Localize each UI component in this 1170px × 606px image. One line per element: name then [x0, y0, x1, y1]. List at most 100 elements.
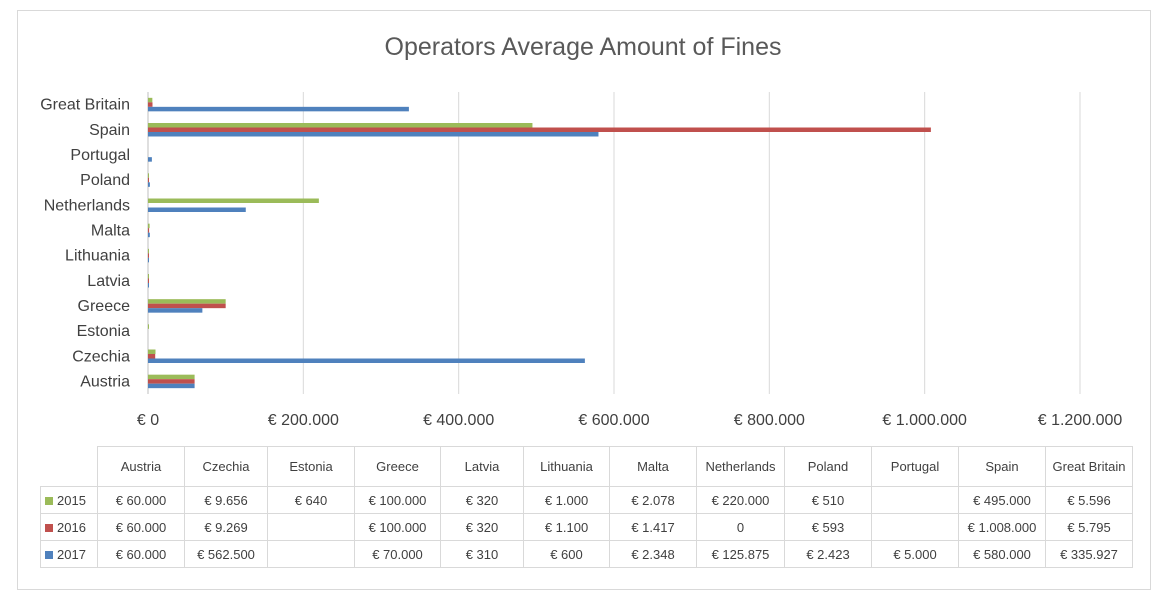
table-header-austria: Austria	[97, 446, 185, 487]
bar-great-britain-2017	[148, 106, 409, 112]
bar-austria-2015	[148, 374, 195, 380]
x-tick-label: € 0	[137, 412, 159, 429]
table-row: 2016 € 60.000 € 9.269 € 100.000 € 320 € 1.100…	[40, 513, 1133, 541]
table-cell: € 125.875	[696, 540, 785, 568]
bar-greece-2016	[148, 303, 226, 309]
table-header-great-britain: Great Britain	[1045, 446, 1133, 487]
table-cell: € 1.100	[523, 513, 610, 541]
bar-portugal-2017	[148, 157, 152, 162]
category-label-great-britain: Great Britain	[40, 97, 130, 114]
legend-key-icon	[45, 497, 53, 506]
table-cell: € 2.078	[609, 486, 697, 514]
table-cell	[267, 540, 355, 568]
table-cell: € 60.000	[97, 513, 185, 541]
category-label-czechia: Czechia	[72, 348, 130, 365]
legend-key-icon	[45, 551, 53, 560]
table-cell: € 5.596	[1045, 486, 1133, 514]
table-header-spain: Spain	[958, 446, 1046, 487]
table-row: 2015 € 60.000 € 9.656 € 640 € 100.000 € 320 € …	[40, 486, 1133, 514]
table-cell: € 593	[784, 513, 872, 541]
bar-lithuania-2017	[148, 257, 149, 263]
table-cell: € 2.348	[609, 540, 697, 568]
legend-label: 2016	[57, 519, 86, 535]
x-tick-label: € 1.000.000	[882, 412, 967, 429]
x-tick-label: € 400.000	[423, 412, 494, 429]
table-cell: € 640	[267, 486, 355, 514]
table-header-czechia: Czechia	[184, 446, 268, 487]
x-tick-label: € 800.000	[734, 412, 805, 429]
bar-spain-2015	[148, 123, 533, 128]
table-header-greece: Greece	[354, 446, 441, 487]
table-cell: € 320	[440, 513, 524, 541]
bar-lithuania-2016	[148, 253, 149, 258]
chart-plot: Operators Average Amount of Fines Austri…	[40, 33, 1123, 429]
table-header-poland: Poland	[784, 446, 872, 487]
table-cell: € 5.000	[871, 540, 959, 568]
bar-austria-2017	[148, 383, 195, 389]
table-cell: € 100.000	[354, 486, 441, 514]
table-cell: € 100.000	[354, 513, 441, 541]
table-cell: € 495.000	[958, 486, 1046, 514]
category-label-poland: Poland	[80, 172, 130, 189]
table-header-malta: Malta	[609, 446, 697, 487]
category-label-spain: Spain	[89, 122, 130, 139]
table-cell: € 580.000	[958, 540, 1046, 568]
table-cell: € 320	[440, 486, 524, 514]
table-cell: € 5.795	[1045, 513, 1133, 541]
bar-lithuania-2015	[148, 248, 149, 254]
table-cell: € 562.500	[184, 540, 268, 568]
bar-poland-2016	[148, 177, 149, 183]
bar-great-britain-2015	[148, 97, 153, 103]
table-cell: € 2.423	[784, 540, 872, 568]
table-header-netherlands: Netherlands	[696, 446, 785, 487]
bar-latvia-2015	[148, 274, 149, 279]
table-header-latvia: Latvia	[440, 446, 524, 487]
legend-key-icon	[45, 524, 53, 533]
table-cell: 0	[696, 513, 785, 541]
chart-title: Operators Average Amount of Fines	[385, 33, 782, 61]
table-cell: € 70.000	[354, 540, 441, 568]
data-table: Austria Czechia Estonia Greece Latvia Lithuan…	[40, 446, 1133, 568]
bar-greece-2017	[148, 308, 203, 313]
table-cell: € 9.269	[184, 513, 268, 541]
bar-czechia-2016	[148, 354, 156, 359]
table-cell: € 60.000	[97, 486, 185, 514]
legend-entry: 2015	[40, 486, 98, 514]
category-label-estonia: Estonia	[77, 323, 130, 340]
table-cell: € 1.000	[523, 486, 610, 514]
table-cell	[871, 513, 959, 541]
bar-spain-2016	[148, 127, 931, 132]
legend-entry: 2017	[40, 540, 98, 568]
table-cell: € 1.417	[609, 513, 697, 541]
table-header-portugal: Portugal	[871, 446, 959, 487]
category-label-netherlands: Netherlands	[44, 197, 130, 214]
bar-latvia-2017	[148, 283, 149, 288]
table-row: 2017 € 60.000 € 562.500 € 70.000 € 310 € 600 €…	[40, 540, 1133, 568]
x-tick-label: € 1.200.000	[1038, 412, 1123, 429]
table-cell: € 510	[784, 486, 872, 514]
table-cell	[871, 486, 959, 514]
table-corner	[40, 446, 98, 487]
bar-malta-2017	[148, 232, 150, 238]
table-header-estonia: Estonia	[267, 446, 355, 487]
legend-label: 2015	[57, 492, 86, 508]
x-tick-label: € 200.000	[268, 412, 339, 429]
table-cell: € 220.000	[696, 486, 785, 514]
category-label-greece: Greece	[78, 298, 131, 315]
bar-greece-2015	[148, 299, 226, 304]
bar-great-britain-2016	[148, 102, 153, 107]
category-label-portugal: Portugal	[70, 147, 130, 164]
bar-netherlands-2015	[148, 198, 319, 203]
category-label-austria: Austria	[80, 373, 130, 390]
bar-latvia-2016	[148, 278, 149, 283]
category-label-lithuania: Lithuania	[65, 248, 130, 265]
category-label-malta: Malta	[91, 222, 130, 239]
bar-spain-2017	[148, 132, 599, 137]
bar-czechia-2017	[148, 358, 585, 363]
table-cell: € 600	[523, 540, 610, 568]
table-cell: € 1.008.000	[958, 513, 1046, 541]
legend-entry: 2016	[40, 513, 98, 541]
table-cell: € 60.000	[97, 540, 185, 568]
table-cell: € 335.927	[1045, 540, 1133, 568]
table-cell	[267, 513, 355, 541]
